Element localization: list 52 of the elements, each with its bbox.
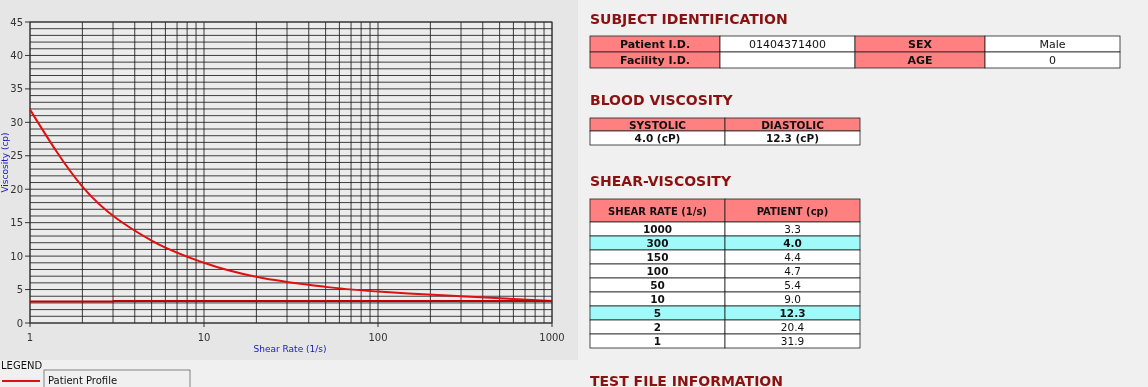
x-axis-title: Shear Rate (1/s): [253, 344, 327, 354]
text: Facility I.D.: [620, 54, 690, 67]
x-tick-label: 1: [26, 332, 34, 343]
x-tick-label: 10: [197, 332, 211, 343]
text: 150: [646, 251, 669, 263]
text: 4.0 (cP): [634, 132, 681, 144]
text: 4.7: [784, 265, 801, 277]
text: 3.3: [784, 223, 801, 235]
text: SEX: [908, 38, 933, 51]
text: 300: [646, 237, 669, 249]
text: 100: [646, 265, 669, 277]
text: 01404371400: [749, 38, 826, 51]
y-tick-label: 10: [10, 250, 23, 262]
text: SYSTOLIC: [628, 118, 687, 131]
text: SHEAR RATE (1/s): [608, 205, 707, 217]
y-tick-label: 30: [10, 116, 23, 128]
text: DIASTOLIC: [761, 118, 825, 131]
text: SUBJECT IDENTIFICATION: [590, 11, 788, 27]
y-tick-label: 0: [16, 317, 23, 329]
text: TEST FILE INFORMATION: [590, 373, 783, 387]
text: 5: [653, 307, 662, 319]
legend-title: LEGEND: [1, 360, 43, 371]
text: 9.0: [784, 293, 801, 305]
y-tick-label: 20: [10, 183, 23, 195]
x-tick-label: 100: [368, 332, 388, 343]
legend-label: Patient Profile: [48, 375, 118, 386]
y-tick-label: 45: [10, 16, 23, 28]
text: 1000: [642, 223, 673, 235]
text: 5.4: [784, 279, 802, 291]
text: 4.0: [783, 237, 802, 249]
y-tick-label: 25: [10, 150, 23, 162]
text: 12.3: [779, 307, 806, 319]
text: SHEAR-VISCOSITY: [590, 173, 732, 189]
y-tick-label: 5: [16, 284, 23, 296]
y-axis-title: Viscosity (cp): [0, 132, 10, 193]
text: AGE: [907, 54, 933, 67]
text: 31.9: [780, 335, 805, 347]
text: PATIENT (cp): [756, 205, 829, 217]
text: 12.3 (cP): [765, 132, 820, 144]
text: 2: [653, 321, 662, 333]
text: 10: [650, 293, 665, 305]
y-tick-label: 35: [10, 83, 23, 95]
text: 0: [1049, 54, 1056, 67]
text: BLOOD VISCOSITY: [590, 92, 734, 108]
text: 20.4: [780, 321, 805, 333]
y-tick-label: 40: [10, 49, 23, 61]
text: 4.4: [784, 251, 802, 263]
y-tick-label: 15: [10, 217, 23, 229]
text: Patient I.D.: [619, 38, 691, 51]
x-tick-label: 1000: [539, 332, 565, 343]
text: Male: [1039, 38, 1066, 51]
text: 50: [650, 279, 665, 291]
